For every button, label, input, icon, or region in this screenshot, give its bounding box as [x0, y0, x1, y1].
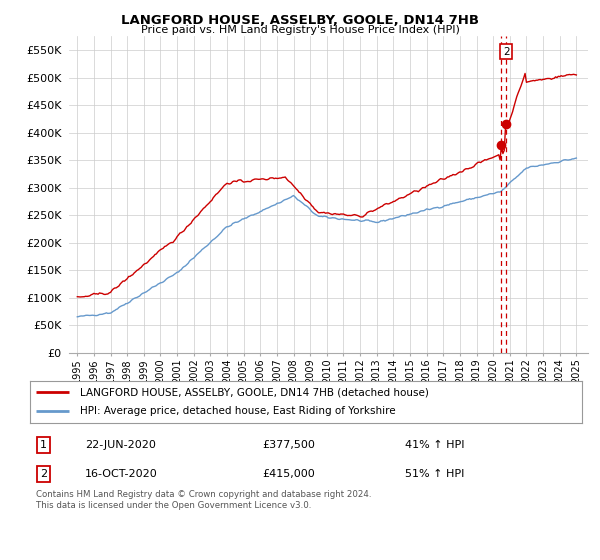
- Text: 41% ↑ HPI: 41% ↑ HPI: [406, 440, 465, 450]
- Text: 51% ↑ HPI: 51% ↑ HPI: [406, 469, 465, 479]
- Text: Price paid vs. HM Land Registry's House Price Index (HPI): Price paid vs. HM Land Registry's House …: [140, 25, 460, 35]
- Text: LANGFORD HOUSE, ASSELBY, GOOLE, DN14 7HB (detached house): LANGFORD HOUSE, ASSELBY, GOOLE, DN14 7HB…: [80, 387, 428, 397]
- Text: 16-OCT-2020: 16-OCT-2020: [85, 469, 158, 479]
- Text: LANGFORD HOUSE, ASSELBY, GOOLE, DN14 7HB: LANGFORD HOUSE, ASSELBY, GOOLE, DN14 7HB: [121, 14, 479, 27]
- Text: Contains HM Land Registry data © Crown copyright and database right 2024.
This d: Contains HM Land Registry data © Crown c…: [35, 491, 371, 510]
- Text: HPI: Average price, detached house, East Riding of Yorkshire: HPI: Average price, detached house, East…: [80, 407, 395, 417]
- Text: £377,500: £377,500: [262, 440, 315, 450]
- Text: 22-JUN-2020: 22-JUN-2020: [85, 440, 156, 450]
- Text: 1: 1: [40, 440, 47, 450]
- Text: £415,000: £415,000: [262, 469, 314, 479]
- Text: 2: 2: [40, 469, 47, 479]
- Text: 2: 2: [503, 47, 509, 57]
